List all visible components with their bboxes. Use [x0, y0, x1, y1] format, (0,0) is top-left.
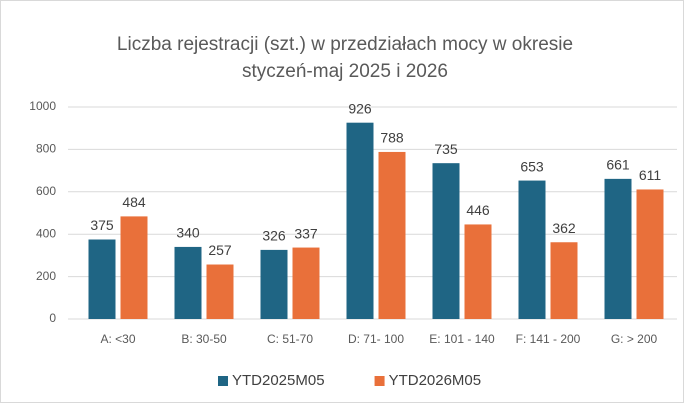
data-label: 257 — [208, 242, 232, 258]
data-label: 653 — [520, 158, 544, 174]
chart-title: styczeń-maj 2025 i 2026 — [242, 61, 448, 82]
x-tick-label: B: 30-50 — [181, 332, 227, 346]
y-tick-label: 0 — [49, 311, 56, 325]
data-label: 926 — [348, 100, 372, 116]
bar — [174, 246, 202, 319]
legend-swatch — [374, 376, 385, 386]
bar — [346, 122, 374, 319]
y-tick-label: 800 — [36, 142, 56, 156]
y-tick-label: 1000 — [29, 99, 56, 113]
bar — [206, 264, 234, 319]
legend-swatch — [218, 376, 228, 386]
data-label: 362 — [552, 220, 576, 236]
bar — [88, 239, 116, 319]
y-tick-label: 600 — [36, 184, 56, 198]
x-tick-label: C: 51-70 — [267, 332, 313, 346]
bar — [604, 178, 632, 319]
data-label: 484 — [122, 194, 146, 210]
bar — [120, 216, 148, 319]
legend-label: YTD2026M05 — [389, 372, 482, 389]
data-label: 788 — [380, 130, 404, 146]
data-label: 446 — [466, 202, 490, 218]
y-tick-label: 200 — [36, 269, 56, 283]
bar — [636, 189, 664, 319]
x-tick-label: A: <30 — [100, 332, 135, 346]
bar — [378, 151, 406, 319]
data-label: 611 — [639, 167, 662, 183]
bar — [432, 163, 460, 319]
y-tick-label: 400 — [36, 226, 56, 240]
bar — [292, 247, 320, 319]
data-label: 661 — [606, 157, 630, 173]
bar — [260, 249, 288, 319]
data-label: 735 — [434, 141, 458, 157]
bar — [518, 180, 546, 319]
legend-label: YTD2025M05 — [232, 372, 325, 389]
data-label: 337 — [294, 225, 318, 241]
x-tick-label: F: 141 - 200 — [516, 332, 581, 346]
x-tick-label: E: 101 - 140 — [429, 332, 495, 346]
x-tick-label: G: > 200 — [611, 332, 658, 346]
data-label: 375 — [90, 217, 114, 233]
bar — [464, 224, 492, 319]
x-tick-label: D: 71- 100 — [348, 332, 404, 346]
bar — [550, 242, 578, 319]
data-label: 326 — [262, 228, 286, 244]
data-label: 340 — [176, 225, 200, 241]
chart-title: Liczba rejestracji (szt.) w przedziałach… — [117, 34, 573, 55]
